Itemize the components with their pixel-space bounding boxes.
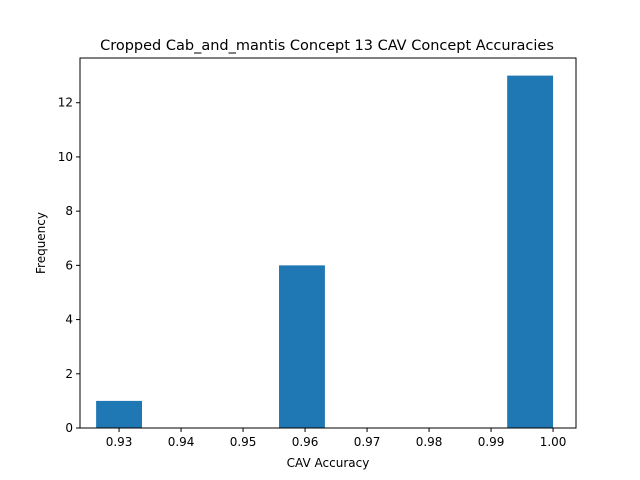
x-axis-ticks: 0.93 0.94 0.95 0.96 0.97 0.98 0.99 1.00: [106, 428, 567, 449]
x-tick-label: 0.98: [416, 435, 443, 449]
y-axis-ticks: 0 2 4 6 8 10 12: [58, 96, 80, 435]
histogram-bar: [507, 75, 554, 428]
histogram-bar: [96, 400, 142, 428]
plot-frame: [79, 57, 577, 429]
y-tick-label: 8: [65, 204, 73, 218]
y-tick-label: 6: [65, 258, 73, 272]
x-tick-label: 0.99: [478, 435, 505, 449]
y-tick-label: 2: [65, 367, 73, 381]
chart-title: Cropped Cab_and_mantis Concept 13 CAV Co…: [100, 38, 554, 54]
y-tick-label: 12: [58, 96, 73, 110]
x-tick-label: 1.00: [540, 435, 567, 449]
bars-group: [96, 75, 554, 428]
y-tick-label: 10: [58, 150, 73, 164]
y-axis-label: Frequency: [34, 212, 48, 274]
x-axis-label: CAV Accuracy: [287, 456, 370, 470]
x-tick-label: 0.97: [354, 435, 381, 449]
x-tick-label: 0.96: [292, 435, 319, 449]
histogram-bar: [279, 265, 325, 428]
x-tick-label: 0.93: [106, 435, 133, 449]
y-tick-label: 4: [65, 313, 73, 327]
y-tick-label: 0: [65, 421, 73, 435]
x-tick-label: 0.95: [230, 435, 257, 449]
x-tick-label: 0.94: [168, 435, 195, 449]
